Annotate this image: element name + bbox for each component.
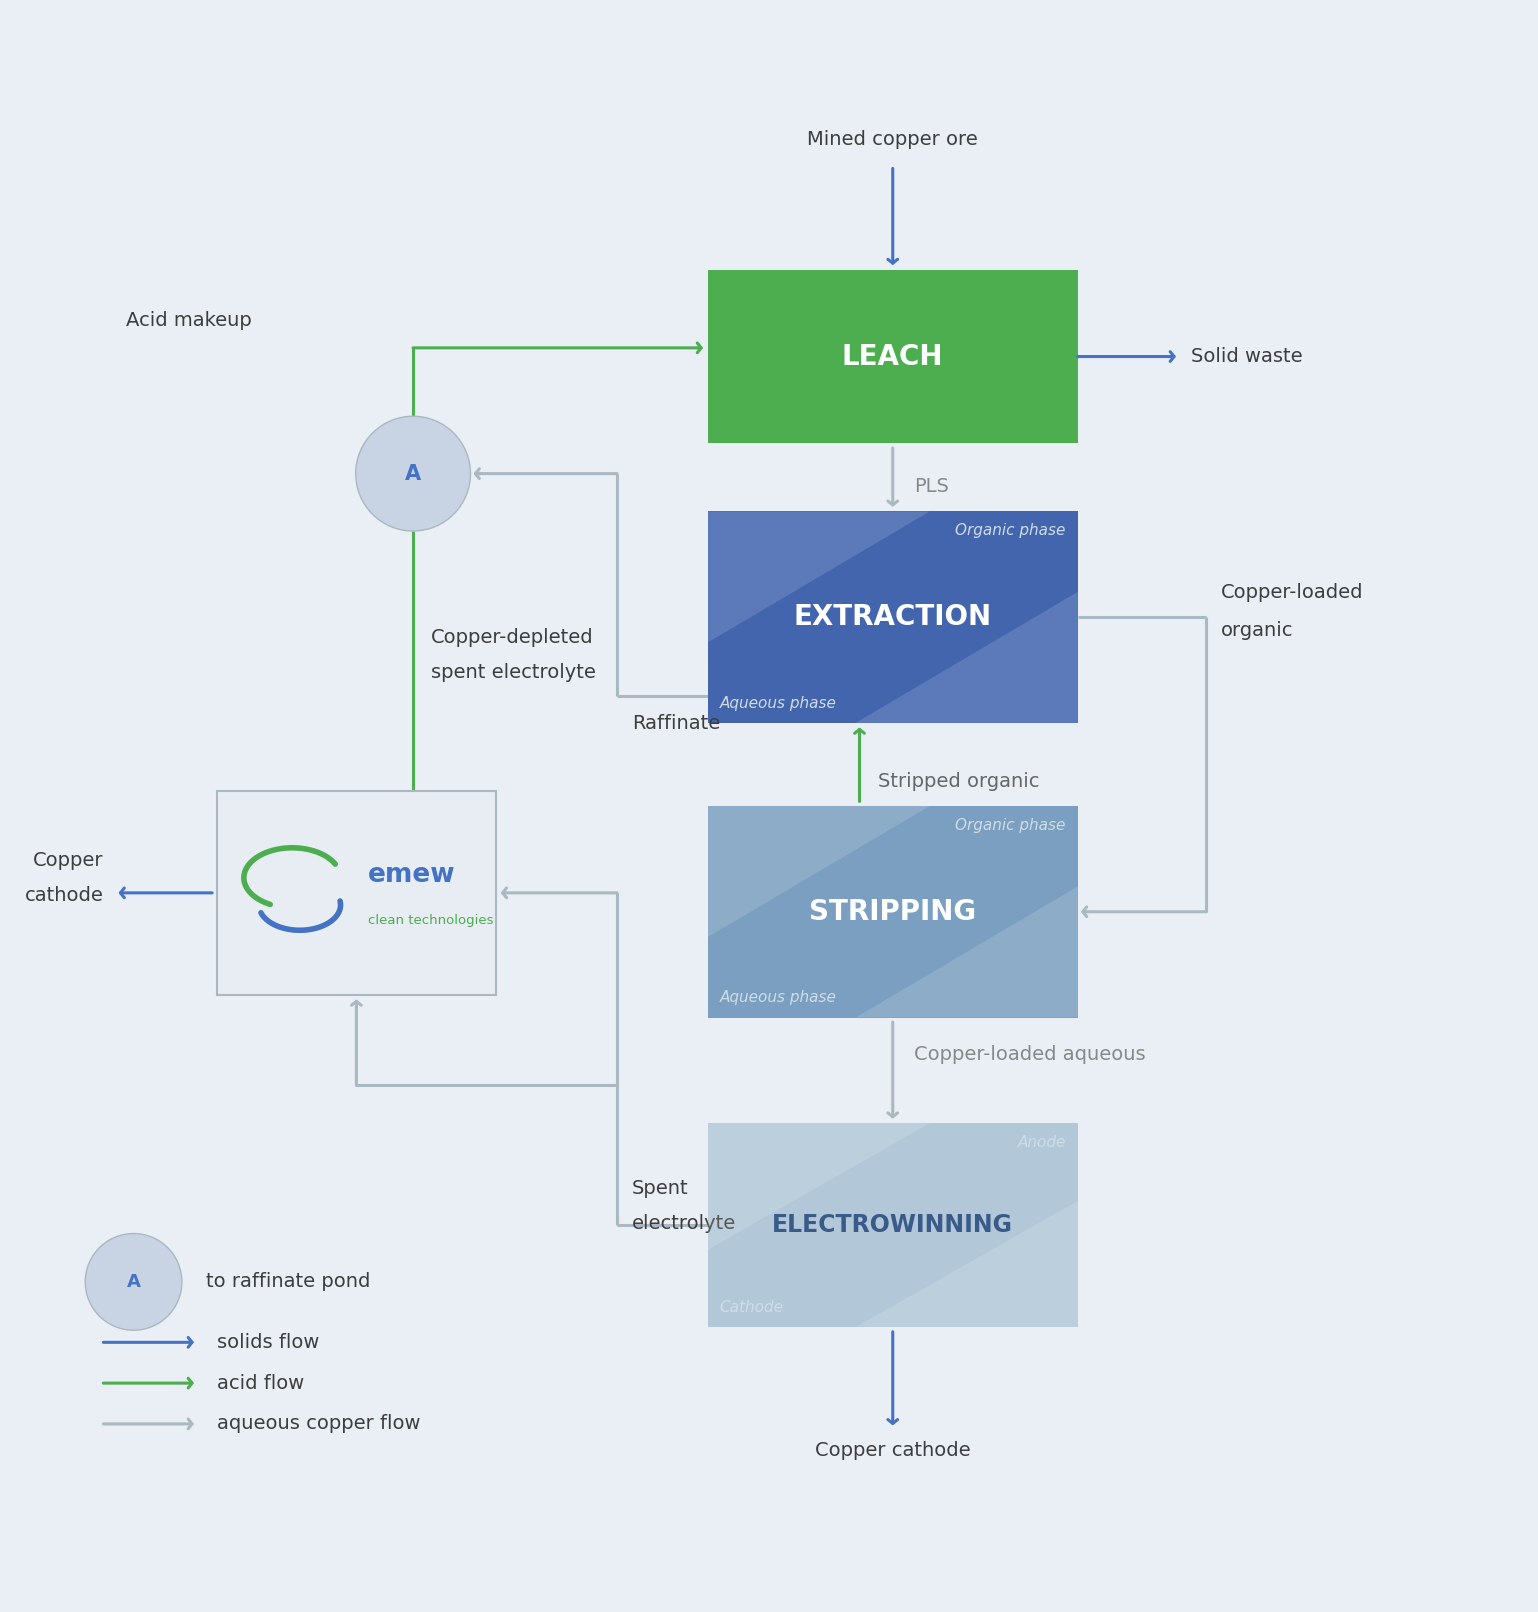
Text: Mined copper ore: Mined copper ore <box>807 131 978 148</box>
Bar <box>707 806 1078 1017</box>
Text: LEACH: LEACH <box>841 342 943 371</box>
Text: Organic phase: Organic phase <box>955 817 1066 833</box>
Polygon shape <box>855 592 1078 722</box>
Polygon shape <box>855 1201 1078 1327</box>
Circle shape <box>355 416 471 530</box>
Polygon shape <box>707 806 930 937</box>
Text: A: A <box>126 1273 140 1291</box>
Polygon shape <box>707 511 930 643</box>
Text: EXTRACTION: EXTRACTION <box>794 603 992 632</box>
Bar <box>707 511 1078 722</box>
Text: Copper-depleted: Copper-depleted <box>431 629 594 648</box>
Text: Cathode: Cathode <box>720 1301 784 1315</box>
Polygon shape <box>707 1124 930 1249</box>
Text: STRIPPING: STRIPPING <box>809 898 977 925</box>
Text: Stripped organic: Stripped organic <box>878 772 1040 791</box>
Text: Aqueous phase: Aqueous phase <box>720 990 837 1006</box>
Bar <box>217 791 497 995</box>
Text: electrolyte: electrolyte <box>632 1214 737 1233</box>
Bar <box>707 269 1078 443</box>
Text: Solid waste: Solid waste <box>1190 347 1303 366</box>
Text: ELECTROWINNING: ELECTROWINNING <box>772 1214 1014 1238</box>
Text: clean technologies: clean technologies <box>368 914 494 927</box>
Text: Copper cathode: Copper cathode <box>815 1441 970 1459</box>
Text: Organic phase: Organic phase <box>955 524 1066 538</box>
Text: PLS: PLS <box>914 477 949 495</box>
Text: Raffinate: Raffinate <box>632 714 720 733</box>
Text: aqueous copper flow: aqueous copper flow <box>217 1414 420 1433</box>
Text: Acid makeup: Acid makeup <box>126 311 252 330</box>
Text: acid flow: acid flow <box>217 1373 305 1393</box>
Text: Copper-loaded: Copper-loaded <box>1221 584 1364 601</box>
Bar <box>707 1124 1078 1327</box>
Text: Anode: Anode <box>1017 1135 1066 1151</box>
Text: A: A <box>404 464 421 484</box>
Text: to raffinate pond: to raffinate pond <box>206 1272 371 1291</box>
Text: emew: emew <box>368 862 455 888</box>
Text: Spent: Spent <box>632 1178 689 1198</box>
Polygon shape <box>855 887 1078 1017</box>
Text: spent electrolyte: spent electrolyte <box>431 663 597 682</box>
Text: cathode: cathode <box>25 887 103 904</box>
Text: organic: organic <box>1221 621 1293 640</box>
Text: Copper-loaded aqueous: Copper-loaded aqueous <box>914 1045 1146 1064</box>
Text: Aqueous phase: Aqueous phase <box>720 696 837 711</box>
Text: Copper: Copper <box>32 851 103 870</box>
Circle shape <box>85 1233 181 1330</box>
Text: solids flow: solids flow <box>217 1333 318 1352</box>
